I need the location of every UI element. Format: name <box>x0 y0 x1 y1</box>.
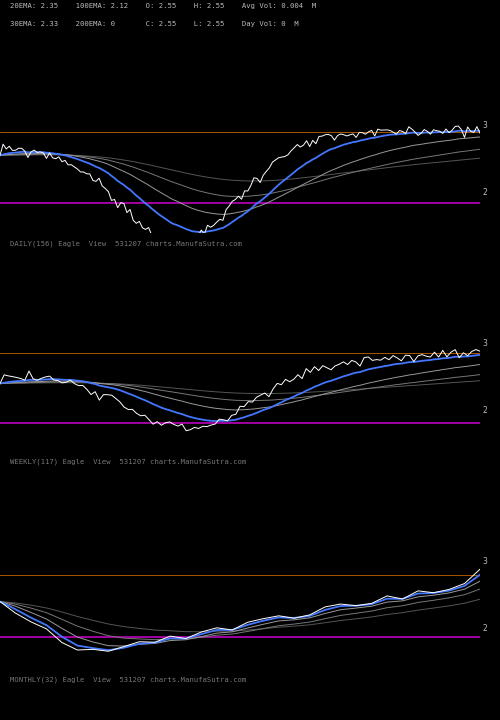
Text: 2: 2 <box>482 188 487 197</box>
Text: 2: 2 <box>482 406 487 415</box>
Text: WEEKLY(117) Eagle  View  531207 charts.ManufaSutra.com: WEEKLY(117) Eagle View 531207 charts.Man… <box>10 459 246 465</box>
Text: 20EMA: 2.35    100EMA: 2.12    O: 2.55    H: 2.55    Avg Vol: 0.004  M: 20EMA: 2.35 100EMA: 2.12 O: 2.55 H: 2.55… <box>10 3 316 9</box>
Text: 2: 2 <box>482 624 487 633</box>
Text: MONTHLY(32) Eagle  View  531207 charts.ManufaSutra.com: MONTHLY(32) Eagle View 531207 charts.Man… <box>10 677 246 683</box>
Text: DAILY(156) Eagle  View  531207 charts.ManufaSutra.com: DAILY(156) Eagle View 531207 charts.Manu… <box>10 240 241 247</box>
Text: 3: 3 <box>482 121 488 130</box>
Text: 3: 3 <box>482 557 488 566</box>
Text: 30EMA: 2.33    200EMA: 0       C: 2.55    L: 2.55    Day Vol: 0  M: 30EMA: 2.33 200EMA: 0 C: 2.55 L: 2.55 Da… <box>10 21 299 27</box>
Text: 3: 3 <box>482 338 488 348</box>
